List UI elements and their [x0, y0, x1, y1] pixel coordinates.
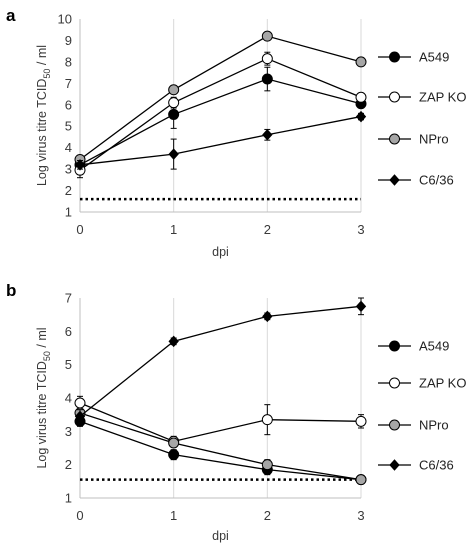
x-tick-label: 2	[264, 508, 271, 523]
data-point	[168, 84, 180, 96]
x-tick-label: 1	[170, 222, 177, 237]
data-point	[74, 410, 86, 423]
x-tick-label: 0	[76, 222, 83, 237]
x-tick-label: 0	[76, 508, 83, 523]
series-c6-36	[74, 297, 367, 424]
y-tick-label: 1	[65, 205, 72, 220]
data-point	[168, 449, 180, 461]
x-axis-label: dpi	[212, 245, 229, 259]
y-axis-label: Log virus titre TCID50 / ml	[35, 327, 52, 468]
y-tick-label: 9	[65, 33, 72, 48]
x-axis-label: dpi	[212, 529, 229, 543]
y-axis-label-main: Log virus titre TCID	[35, 79, 49, 186]
legend-label: C6/36	[419, 458, 454, 473]
data-point	[261, 30, 273, 42]
legend-marker	[389, 174, 400, 186]
legend-marker	[389, 133, 400, 145]
y-tick-label: 7	[65, 76, 72, 91]
y-tick-label: 8	[65, 54, 72, 69]
legend-label: NPro	[419, 132, 449, 147]
legend-label: A549	[419, 50, 449, 65]
y-axis-label-subscript: 50	[42, 69, 52, 79]
y-tick-label: 1	[65, 491, 72, 506]
legend: A549 ZAP KO NPro C6/36	[378, 50, 466, 188]
legend: A549 ZAP KO NPro C6/36	[378, 339, 466, 473]
series-line	[79, 57, 362, 171]
series-line	[79, 305, 362, 417]
legend-label: ZAP KO	[419, 90, 466, 105]
legend-marker	[389, 340, 400, 352]
legend-label: C6/36	[419, 173, 454, 188]
x-tick-label: 3	[357, 222, 364, 237]
data-point	[261, 459, 273, 471]
legend-marker	[389, 51, 400, 63]
y-tick-label: 5	[65, 357, 72, 372]
data-point	[168, 437, 180, 449]
y-tick-label: 4	[65, 391, 72, 406]
legend-marker	[389, 419, 400, 431]
y-tick-label: 7	[65, 291, 72, 306]
series-line	[79, 115, 362, 166]
data-point	[262, 129, 273, 141]
data-point	[74, 159, 86, 171]
series-zap-ko	[74, 51, 367, 179]
y-tick-label: 2	[65, 183, 72, 198]
legend-label: A549	[419, 339, 449, 354]
data-point	[355, 56, 367, 68]
data-point	[355, 415, 367, 427]
y-axis-label-main: Log virus titre TCID	[35, 361, 49, 468]
data-point	[261, 414, 273, 426]
x-tick-label: 1	[170, 508, 177, 523]
data-point	[262, 310, 273, 323]
legend-marker	[389, 91, 400, 103]
y-axis-label: Log virus titre TCID50 / ml	[35, 45, 52, 186]
series-a549	[74, 415, 367, 486]
panel-label: b	[6, 281, 16, 300]
y-tick-label: 6	[65, 97, 72, 112]
x-tick-label: 2	[264, 222, 271, 237]
data-point	[168, 108, 180, 120]
y-tick-label: 5	[65, 119, 72, 134]
data-point	[261, 73, 273, 85]
series-line	[79, 412, 362, 481]
series-line	[79, 420, 362, 481]
series-a549	[74, 66, 367, 171]
y-axis-label-subscript: 50	[42, 351, 52, 361]
series-c6-36	[74, 110, 367, 171]
legend-marker	[389, 377, 400, 389]
legend-label: NPro	[419, 418, 449, 433]
data-point	[355, 110, 367, 123]
data-point	[168, 97, 180, 109]
legend-label: ZAP KO	[419, 376, 466, 391]
y-tick-label: 3	[65, 162, 72, 177]
series-line	[79, 35, 362, 160]
data-point	[355, 474, 367, 486]
data-point	[355, 300, 367, 313]
series-zap-ko	[74, 395, 367, 447]
data-point	[74, 397, 86, 409]
y-axis-label-unit: / ml	[35, 327, 49, 351]
data-point	[355, 91, 367, 103]
y-tick-label: 4	[65, 140, 72, 155]
data-point	[168, 148, 179, 160]
data-point	[261, 53, 273, 65]
series-line	[79, 78, 362, 166]
data-point	[168, 335, 179, 348]
panel-label: a	[6, 6, 16, 25]
y-tick-label: 2	[65, 457, 72, 472]
legend-marker	[389, 459, 400, 471]
y-tick-label: 10	[58, 12, 72, 27]
x-tick-label: 3	[357, 508, 364, 523]
y-tick-label: 6	[65, 324, 72, 339]
series-line	[79, 402, 362, 443]
y-tick-label: 3	[65, 424, 72, 439]
y-axis-label-unit: / ml	[35, 45, 49, 69]
